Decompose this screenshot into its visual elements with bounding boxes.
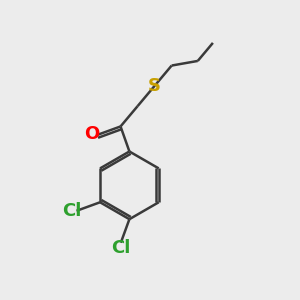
Text: S: S xyxy=(148,77,161,95)
Text: Cl: Cl xyxy=(62,202,82,220)
Text: O: O xyxy=(84,124,99,142)
Text: Cl: Cl xyxy=(111,239,130,257)
